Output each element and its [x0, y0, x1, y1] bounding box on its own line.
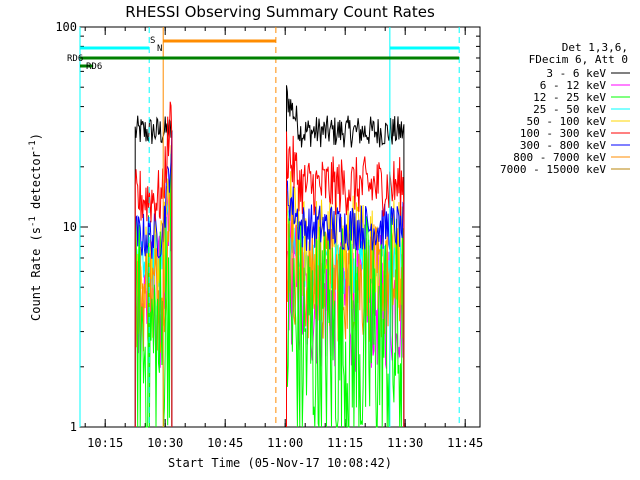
series-line-0: [286, 85, 405, 427]
x-axis-label: Start Time (05-Nov-17 10:08:42): [168, 456, 392, 470]
x-tick-label: 11:00: [267, 436, 303, 450]
series-line-7: [134, 179, 173, 427]
series-line-5: [134, 101, 173, 427]
legend-label-6: 300 - 800 keV: [520, 139, 606, 152]
series-line-5: [286, 131, 405, 427]
legend-label-4: 50 - 100 keV: [527, 115, 607, 128]
x-tick-label: 10:15: [87, 436, 123, 450]
legend-label-8: 7000 - 15000 keV: [500, 163, 606, 176]
series-line-6: [134, 131, 173, 427]
x-tick-label: 11:30: [387, 436, 423, 450]
y-tick-label: 1: [70, 420, 77, 434]
night-marker-label: N: [157, 44, 162, 54]
legend-label-2: 12 - 25 keV: [533, 91, 606, 104]
legend-label-5: 100 - 300 keV: [520, 127, 606, 140]
x-tick-label: 11:45: [447, 436, 483, 450]
legend-label-0: 3 - 6 keV: [546, 67, 606, 80]
x-tick-label: 10:30: [147, 436, 183, 450]
legend-header: Det 1,3,6,: [562, 41, 628, 54]
chart-title: RHESSI Observing Summary Count Rates: [125, 3, 435, 21]
rd-marker-label: RD6: [67, 54, 83, 64]
series-line-6: [286, 180, 405, 427]
series-line-2: [286, 216, 405, 428]
legend-header: FDecim 6, Att 0: [529, 53, 628, 66]
y-tick-label: 10: [63, 220, 77, 234]
series-line-0: [134, 115, 173, 427]
y-axis-label: Count Rate (s-1 detector-1): [28, 133, 43, 321]
x-tick-label: 11:15: [327, 436, 363, 450]
rd-marker-label-2: RD6: [86, 62, 102, 72]
y-tick-label: 100: [55, 20, 77, 34]
plot-area: 1 10 100 10:15 10:30 10:45 11:00 11:15 11:30 11:4…: [55, 20, 483, 450]
saa-marker-label: S: [150, 36, 155, 46]
series-line-7: [286, 211, 405, 427]
series-line-2: [134, 153, 173, 428]
legend-label-1: 6 - 12 keV: [540, 79, 607, 92]
legend-label-3: 25 - 50 keV: [533, 103, 606, 116]
legend-label-7: 800 - 7000 keV: [513, 151, 606, 164]
x-tick-label: 10:45: [207, 436, 243, 450]
